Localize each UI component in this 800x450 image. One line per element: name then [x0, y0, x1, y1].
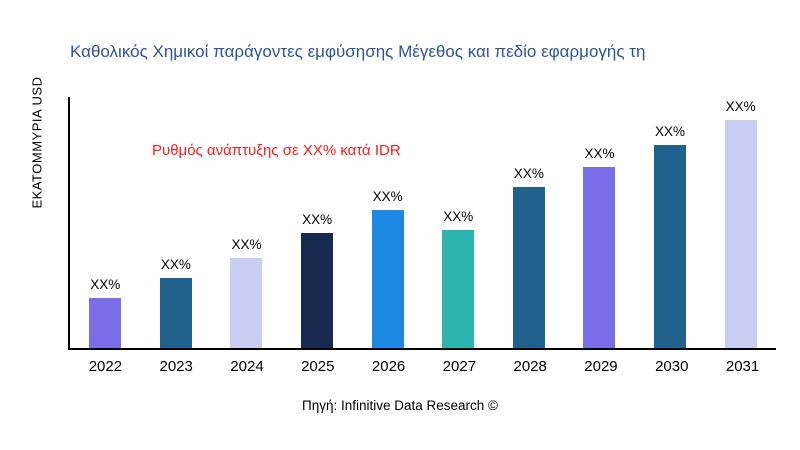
x-tick-label-2022: 2022: [88, 358, 123, 375]
source-text: Πηγή: Infinitive Data Research ©: [301, 398, 499, 413]
bar-value-label: XX%: [443, 209, 474, 225]
bar-slot-2025: XX%: [282, 97, 352, 348]
bar-value-label: XX%: [90, 276, 121, 292]
bar-2029: [583, 167, 616, 348]
y-axis-label: ΕΚΑΤΟΜΜΥΡΙΑ USD: [29, 76, 45, 209]
bar-2026: [371, 209, 404, 348]
bar-value-label: XX%: [584, 146, 615, 162]
bar-slot-2029: XX%: [564, 97, 634, 348]
bar-slot-2031: XX%: [706, 97, 776, 348]
x-tick-label-2026: 2026: [371, 358, 406, 375]
bar-slot-2028: XX%: [494, 97, 564, 348]
bar-value-label: XX%: [513, 166, 544, 182]
bar-2024: [230, 257, 263, 348]
bar-2028: [512, 187, 545, 348]
bars-container: XX% XX% XX% XX% XX% XX% XX% XX% XX% XX%: [70, 97, 776, 348]
bar-slot-2023: XX%: [141, 97, 211, 348]
bar-value-label: XX%: [231, 236, 262, 252]
bar-2022: [89, 297, 122, 348]
bar-slot-2024: XX%: [211, 97, 281, 348]
bar-value-label: XX%: [302, 211, 333, 227]
bar-slot-2022: XX%: [70, 97, 140, 348]
bar-2030: [654, 144, 687, 348]
bar-2027: [442, 230, 475, 348]
x-tick-label-2027: 2027: [442, 358, 477, 375]
bar-2025: [301, 232, 334, 348]
chart-title: Καθολικός Χημικοί παράγοντες εμφύσησης Μ…: [70, 42, 646, 61]
x-tick-label-2025: 2025: [301, 358, 335, 375]
bar-value-label: XX%: [372, 188, 403, 204]
x-tick-label-2023: 2023: [159, 358, 193, 375]
growth-rate-annotation: Ρυθμός ανάπτυξης σε XX% κατά IDR: [152, 142, 401, 159]
x-tick-label-2031: 2031: [725, 358, 760, 375]
x-tick-label-2029: 2029: [584, 358, 618, 375]
bar-2023: [159, 277, 192, 348]
bar-value-label: XX%: [655, 123, 686, 139]
x-axis-ticks: 2022 2023 2024 2025 2026 2027 2028 2029 2030 2031: [70, 358, 778, 375]
x-tick-label-2030: 2030: [655, 358, 689, 375]
plot-area: Ρυθμός ανάπτυξης σε XX% κατά IDR XX% XX% X…: [68, 97, 776, 350]
bar-value-label: XX%: [725, 98, 756, 114]
x-tick-label-2024: 2024: [230, 358, 264, 375]
bar-slot-2027: XX%: [423, 97, 493, 348]
bar-2031: [724, 119, 757, 348]
bar-slot-2030: XX%: [635, 97, 705, 348]
bar-value-label: XX%: [160, 256, 191, 272]
bar-slot-2026: XX%: [353, 97, 423, 348]
x-tick-label-2028: 2028: [513, 358, 547, 375]
